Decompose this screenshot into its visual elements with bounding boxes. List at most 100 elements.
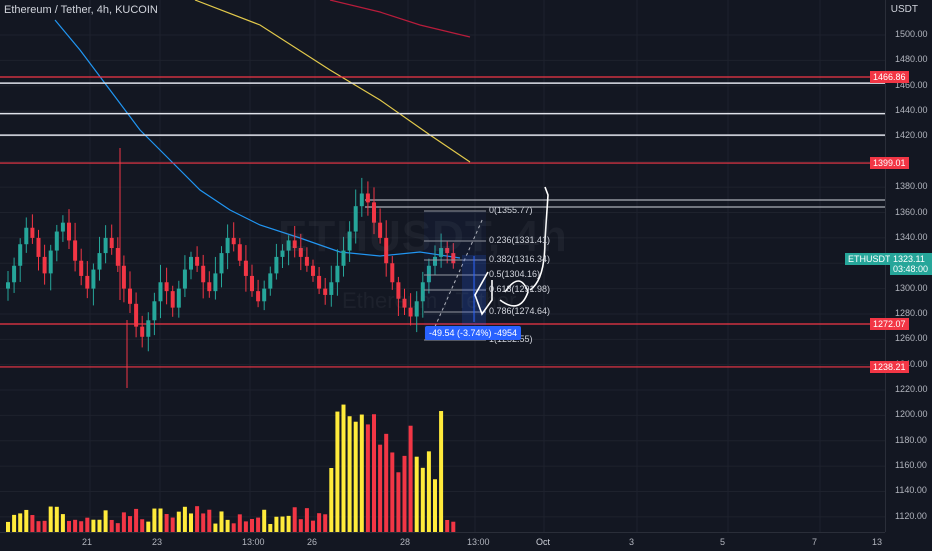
candle-body bbox=[439, 248, 444, 257]
candle-body bbox=[426, 265, 431, 283]
price-tick: 1460.00 bbox=[895, 79, 928, 90]
candle-body bbox=[274, 256, 279, 274]
candle-body bbox=[213, 273, 218, 292]
volume-bar bbox=[42, 520, 47, 532]
time-tick: 13:00 bbox=[467, 537, 490, 547]
candle-body bbox=[103, 237, 108, 254]
volume-bar bbox=[48, 506, 53, 532]
volume-bar bbox=[6, 521, 10, 532]
volume-bar bbox=[201, 513, 206, 532]
candle-body bbox=[225, 237, 230, 254]
volume-bar bbox=[30, 515, 35, 532]
candle-body bbox=[24, 227, 29, 245]
price-axis[interactable]: 1500.00 1480.00 1460.00 1440.00 1420.00 1380.… bbox=[885, 0, 932, 532]
candle-body bbox=[347, 231, 352, 251]
level-price-badge[interactable]: 1272.07 bbox=[870, 318, 909, 330]
volume-bar bbox=[439, 411, 444, 532]
volume-bar bbox=[304, 508, 309, 532]
candle-body bbox=[91, 269, 96, 289]
candle-body bbox=[420, 282, 425, 302]
volume-bar bbox=[420, 467, 425, 532]
fib-level-label: 0.236(1331.41) bbox=[489, 235, 551, 245]
fib-level-label: 0.786(1274.64) bbox=[489, 306, 551, 316]
candle-body bbox=[378, 222, 383, 238]
candle-body bbox=[97, 253, 102, 270]
price-tick: 1500.00 bbox=[895, 29, 928, 39]
symbol-title[interactable]: Ethereum / Tether, 4h, KUCOIN bbox=[4, 4, 158, 16]
volume-bar bbox=[256, 517, 261, 532]
candle-body bbox=[182, 269, 187, 289]
price-tick: 1360.00 bbox=[895, 206, 928, 217]
candle-body bbox=[396, 282, 401, 299]
candle-body bbox=[250, 275, 254, 292]
time-tick: 26 bbox=[307, 537, 318, 547]
candle-body bbox=[42, 256, 47, 274]
current-symbol-badge: ETHUSDT bbox=[845, 253, 894, 265]
level-price-badge[interactable]: 1238.21 bbox=[870, 360, 909, 373]
volume-bar bbox=[317, 513, 322, 532]
candle-body bbox=[140, 326, 145, 337]
volume-bar bbox=[225, 519, 230, 532]
level-price-badge[interactable]: 1466.86 bbox=[870, 71, 909, 84]
candle-body bbox=[195, 256, 200, 266]
candle-body bbox=[170, 291, 175, 308]
time-tick: 28 bbox=[400, 537, 411, 547]
volume-bar bbox=[347, 416, 352, 532]
candle-body bbox=[219, 253, 224, 274]
candle-body bbox=[134, 303, 139, 327]
candle-body bbox=[323, 288, 328, 295]
candle-body bbox=[128, 288, 132, 304]
candle-body bbox=[67, 222, 71, 241]
candle-body bbox=[353, 206, 358, 232]
volume-bar bbox=[176, 511, 181, 532]
level-price-badge[interactable]: 1399.01 bbox=[870, 157, 909, 170]
volume-bar bbox=[231, 523, 236, 532]
candle-body bbox=[262, 288, 267, 302]
volume-bar bbox=[79, 521, 84, 532]
candle-body bbox=[256, 291, 261, 302]
volume-bar bbox=[146, 521, 151, 532]
current-price-badge: 1323.11 03:48:00 bbox=[890, 253, 932, 275]
volume-bar bbox=[353, 421, 358, 532]
volume-bar bbox=[134, 508, 139, 532]
volume-bar bbox=[12, 514, 17, 532]
volume-bar bbox=[390, 452, 395, 532]
candle-body bbox=[292, 240, 297, 249]
candle-body bbox=[158, 282, 163, 302]
candle-body bbox=[451, 253, 456, 264]
candle-body bbox=[73, 240, 78, 261]
time-axis[interactable]: 21 23 13:00 26 28 13:00 Oct 3 5 7 13 bbox=[0, 532, 885, 551]
volume-bar bbox=[121, 512, 126, 532]
volume-bar bbox=[158, 508, 163, 532]
candle-body bbox=[18, 244, 23, 266]
candle-body bbox=[115, 248, 120, 266]
price-tick: 1240.00 bbox=[895, 358, 928, 369]
price-range-measure[interactable]: -49.54 (-3.74%) -4954 bbox=[425, 326, 522, 340]
candle-body bbox=[341, 250, 346, 266]
fib-level-label: 0(1355.77) bbox=[489, 205, 533, 215]
candle-body bbox=[146, 320, 151, 337]
candle-body bbox=[384, 237, 389, 264]
candle-body bbox=[85, 275, 90, 289]
volume-bar bbox=[213, 523, 218, 532]
volume-bar bbox=[109, 519, 114, 532]
price-tick: 1220.00 bbox=[895, 384, 928, 395]
volume-bar bbox=[85, 517, 90, 532]
candle-body bbox=[372, 202, 376, 223]
candle-body bbox=[329, 282, 334, 295]
current-price: 1323.11 bbox=[893, 254, 925, 264]
candle-body bbox=[402, 298, 407, 308]
candle-body bbox=[311, 265, 315, 276]
volume-bar bbox=[170, 517, 175, 532]
price-tick: 1300.00 bbox=[895, 282, 928, 293]
candle-body bbox=[286, 240, 291, 251]
price-tick: 1180.00 bbox=[895, 434, 927, 445]
time-tick: 13:00 bbox=[242, 537, 265, 547]
volume-bar bbox=[140, 519, 145, 532]
volume-bar bbox=[103, 510, 108, 532]
candle-body bbox=[408, 307, 413, 317]
volume-bar bbox=[67, 520, 71, 532]
fib-level-label: 0.5(1304.16) bbox=[489, 269, 541, 279]
candle-body bbox=[317, 275, 322, 289]
